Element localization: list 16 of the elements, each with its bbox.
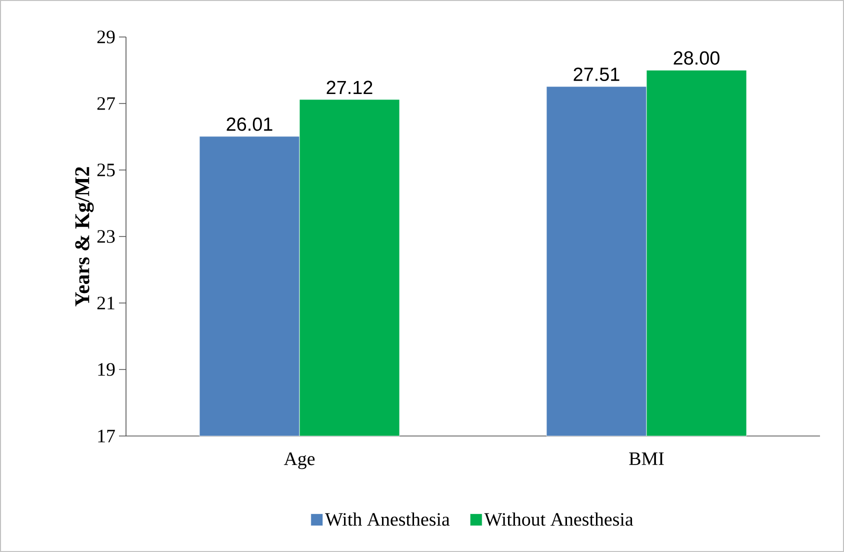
data-label: 27.12 bbox=[326, 80, 372, 94]
x-tick-label: BMI bbox=[629, 452, 664, 465]
y-axis-title: Years & Kg/M2 bbox=[75, 167, 94, 306]
x-tick-label: Age bbox=[284, 452, 315, 470]
y-tick-label: 25 bbox=[97, 164, 115, 176]
y-tick-label: 23 bbox=[97, 230, 115, 243]
y-tick-label: 27 bbox=[97, 97, 115, 110]
legend-label: Without Anesthesia bbox=[484, 512, 634, 526]
y-tick-label: 21 bbox=[97, 296, 114, 310]
data-label: 28.00 bbox=[674, 51, 720, 65]
legend-label: With Anesthesia bbox=[325, 512, 450, 526]
data-label: 27.51 bbox=[574, 68, 620, 82]
y-tick-label: 19 bbox=[98, 363, 115, 376]
y-tick-label: 17 bbox=[98, 430, 115, 442]
data-label: 26.01 bbox=[226, 117, 272, 131]
y-tick-label: 29 bbox=[97, 30, 115, 44]
